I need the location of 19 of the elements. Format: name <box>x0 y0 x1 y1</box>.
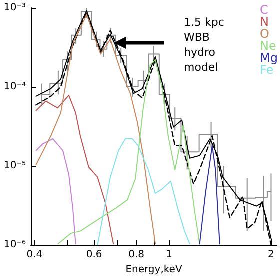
x-tick-label: 1 <box>166 250 173 261</box>
text: Ne <box>260 39 276 53</box>
x-axis-title: Energy,keV <box>126 264 182 276</box>
line-series <box>36 138 76 245</box>
x-tick-label: 0.8 <box>128 250 145 261</box>
y-tick-label: 10⁻³ <box>4 2 26 14</box>
x-tick-label: 0.6 <box>86 250 102 261</box>
x-tick-label: 2 <box>268 250 274 261</box>
text: Fe <box>260 63 274 77</box>
y-tick-label: 10⁻⁵ <box>4 160 26 172</box>
text: O <box>260 27 270 41</box>
text: N <box>260 15 270 29</box>
y-tick-label: 10⁻⁶ <box>4 240 26 251</box>
x-tick-label: 0.4 <box>26 250 43 261</box>
text: Mg <box>260 51 278 65</box>
y-tick-label: 10⁻⁴ <box>4 82 26 93</box>
text: C <box>260 3 268 17</box>
annotation: 1.5 kpc WBB hydro model <box>184 16 228 74</box>
line-series <box>199 145 220 245</box>
